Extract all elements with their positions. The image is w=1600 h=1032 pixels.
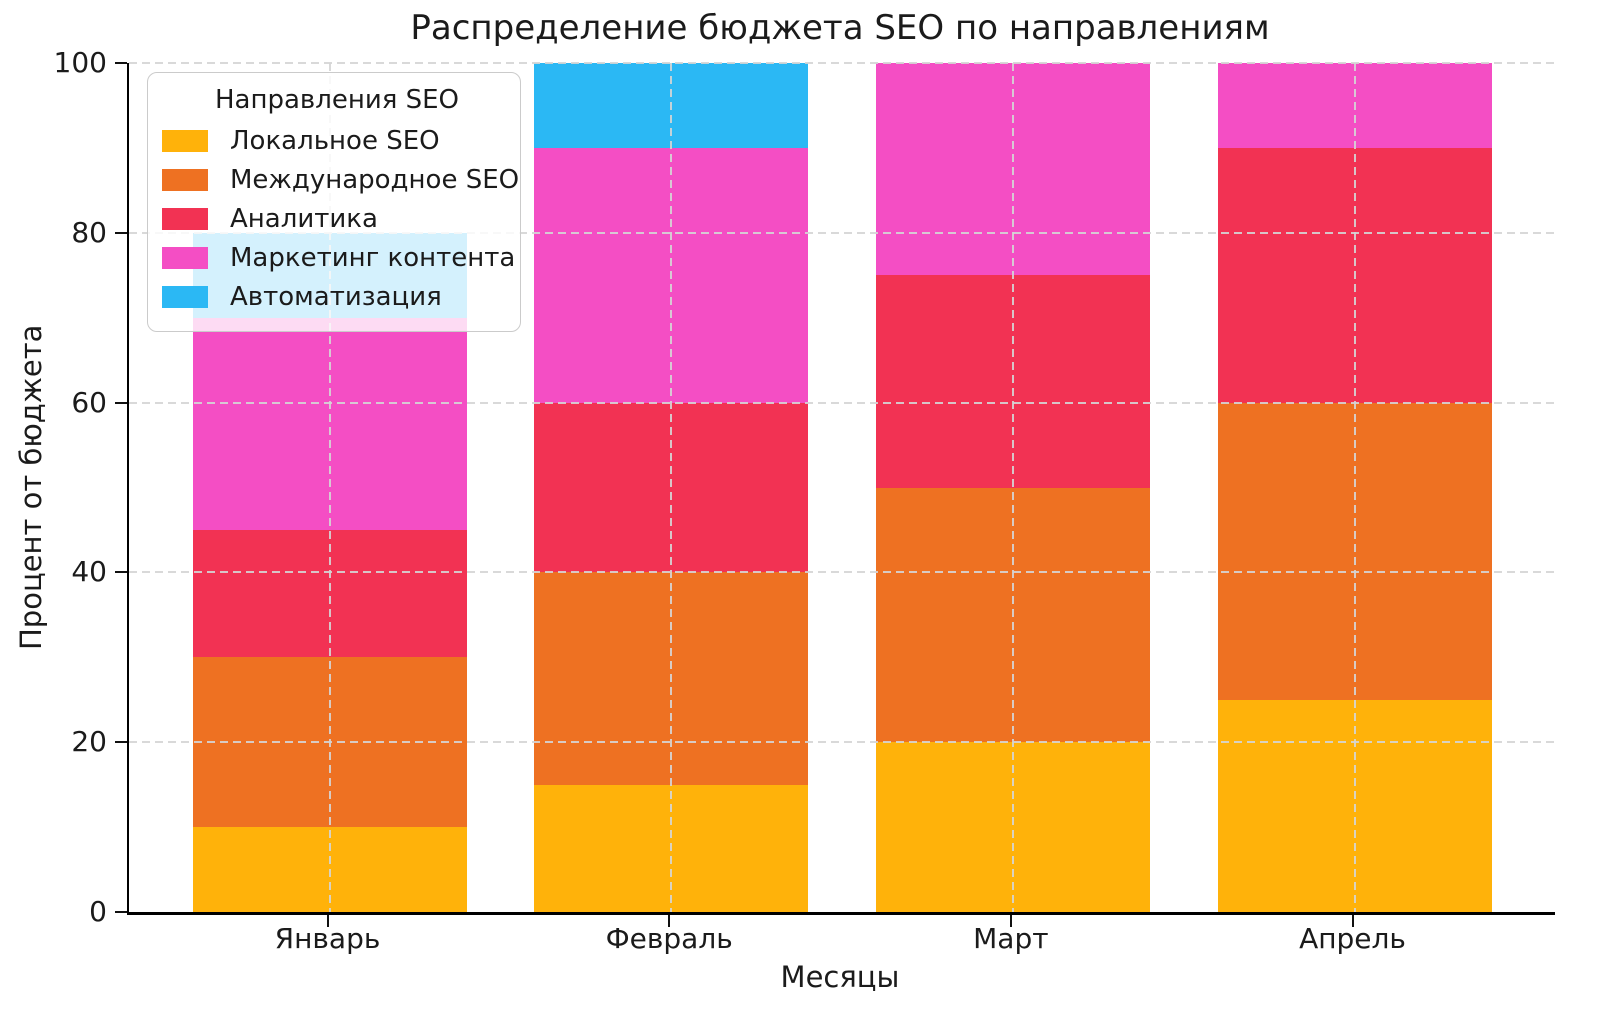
- x-tick-label: Март: [973, 922, 1049, 955]
- y-tick-label: 40: [71, 555, 107, 589]
- legend-item-label: Аналитика: [230, 204, 378, 234]
- legend-item: Автоматизация: [162, 282, 512, 312]
- legend-item: Аналитика: [162, 204, 512, 234]
- legend-item-label: Локальное SEO: [230, 126, 440, 156]
- gridline-horizontal: [129, 401, 1555, 404]
- gridline-horizontal: [129, 571, 1555, 574]
- x-tick-mark: [326, 915, 329, 927]
- gridline-vertical: [1011, 63, 1014, 912]
- chart-title: Распределение бюджета SEO по направления…: [410, 8, 1270, 48]
- x-tick-mark: [668, 915, 671, 927]
- legend-swatch: [162, 247, 208, 269]
- legend-item-label: Маркетинг контента: [230, 243, 516, 273]
- gridline-horizontal: [129, 741, 1555, 744]
- x-tick-mark: [1351, 915, 1354, 927]
- y-axis-label: Процент от бюджета: [14, 324, 48, 651]
- x-tick-label: Январь: [274, 922, 381, 955]
- legend-item-label: Автоматизация: [230, 282, 442, 312]
- legend-swatch: [162, 286, 208, 308]
- gridline-horizontal: [129, 231, 1555, 234]
- legend-swatch: [162, 130, 208, 152]
- legend-items: Локальное SEO Международное SEO Аналитика М…: [162, 126, 519, 312]
- y-tick-mark: [115, 62, 127, 64]
- x-tick-mark: [1009, 915, 1012, 927]
- gridline-vertical: [670, 63, 673, 912]
- gridline-horizontal: [129, 62, 1555, 64]
- legend-item: Международное SEO: [162, 165, 519, 195]
- y-tick-label: 20: [71, 725, 107, 759]
- y-tick-label: 80: [71, 215, 107, 249]
- y-tick-label: 60: [71, 385, 107, 419]
- legend-swatch: [162, 208, 208, 230]
- x-tick-label: Февраль: [605, 922, 733, 955]
- legend-title: Направления SEO: [214, 85, 460, 115]
- legend: Направления SEO Локальное SEO Международн…: [147, 72, 521, 332]
- legend-swatch: [162, 169, 208, 191]
- y-tick-mark: [115, 401, 127, 404]
- legend-item: Маркетинг контента: [162, 243, 516, 273]
- gridline-vertical: [1353, 63, 1356, 912]
- legend-item-label: Международное SEO: [230, 165, 520, 195]
- y-tick-mark: [115, 911, 127, 913]
- x-axis-label: Месяцы: [780, 960, 900, 994]
- gridline-vertical: [328, 63, 331, 912]
- plot-area: Направления SEO Локальное SEO Международн…: [127, 62, 1555, 915]
- y-tick-mark: [115, 231, 127, 234]
- x-tick-label: Апрель: [1299, 922, 1406, 955]
- y-tick-label: 0: [89, 895, 107, 928]
- y-tick-label: 100: [53, 46, 107, 79]
- y-tick-mark: [115, 741, 127, 744]
- y-tick-mark: [115, 571, 127, 574]
- legend-item: Локальное SEO: [162, 126, 512, 156]
